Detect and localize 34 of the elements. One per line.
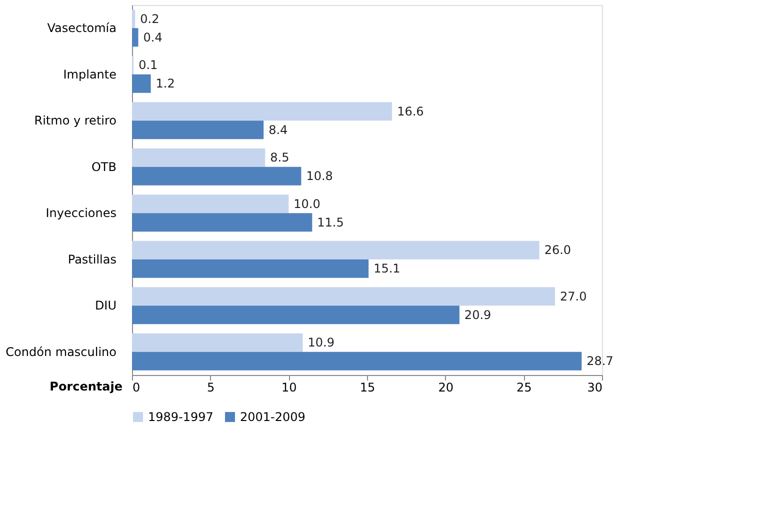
x-tick-label: 10 (282, 380, 297, 394)
data-label: 26.0 (544, 243, 572, 258)
x-tick-label: 30 (587, 380, 602, 394)
data-label: 27.0 (560, 289, 587, 304)
x-tick-label: 15 (360, 380, 376, 394)
y-tick-label: Inyecciones (46, 206, 116, 220)
data-label: 11.5 (317, 215, 344, 230)
y-tick-label: OTB (91, 160, 116, 174)
data-label: 8.4 (268, 122, 288, 137)
data-label: 10.8 (306, 169, 333, 184)
data-label: 0.4 (143, 30, 162, 44)
data-label: 15.1 (374, 262, 400, 276)
data-label: 10.9 (308, 336, 334, 350)
data-label: 0.2 (140, 12, 160, 26)
y-tick-label: DIU (94, 298, 116, 313)
data-label: 20.9 (464, 308, 492, 322)
y-tick-label: Ritmo y retiro (34, 114, 116, 128)
x-tick-label: 25 (516, 380, 532, 394)
data-label: 10.0 (294, 196, 320, 211)
data-label: 0.1 (138, 58, 158, 72)
x-axis-title: Porcentaje (50, 380, 122, 394)
y-tick-label: Vasectomía (47, 21, 116, 36)
x-tick-label: 5 (207, 380, 215, 394)
legend-label: 1989-1997 (148, 410, 214, 424)
data-label: 1.2 (156, 76, 175, 91)
data-label: 28.7 (586, 354, 614, 368)
y-tick-label: Pastillas (68, 252, 116, 266)
data-label: 8.5 (270, 150, 290, 165)
x-tick-label: 20 (438, 380, 454, 394)
x-tick-label: 0 (132, 380, 140, 394)
y-tick-label: Condón masculino (6, 344, 116, 359)
legend-label: 2001-2009 (240, 410, 306, 424)
y-tick-label: Implante (63, 67, 116, 82)
data-label: 16.6 (397, 104, 424, 118)
